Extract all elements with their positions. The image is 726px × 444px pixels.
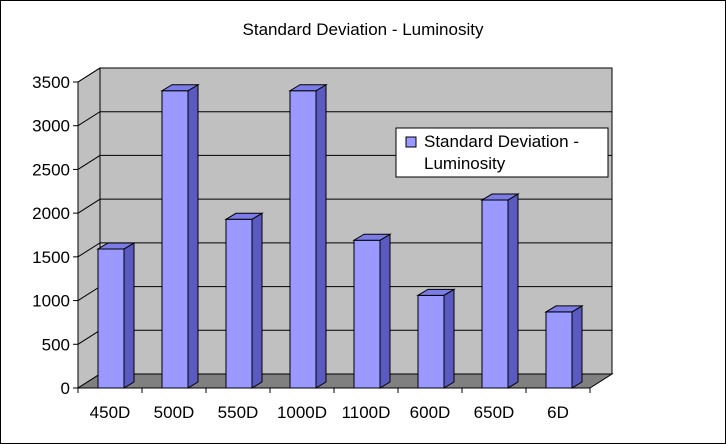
bar [416,288,456,389]
legend-swatch [405,136,417,148]
bar-side [315,83,327,389]
bar-side [507,193,519,389]
y-tick-label: 500 [42,335,70,354]
bar-top [416,288,456,296]
y-tick-label: 3000 [32,117,70,136]
y-tick-label: 1000 [32,292,70,311]
x-tick-label: 550D [218,403,259,422]
legend-box [395,127,609,178]
bar [96,242,136,389]
gridline [77,111,612,127]
bar [160,83,200,389]
bar-top [288,84,328,92]
legend-label: Standard Deviation -Luminosity [424,132,579,173]
x-tick-label: 650D [474,403,515,422]
x-tick-labels: 450D 500D 550D 1000D 1100D 600D 650D 6D [77,388,591,422]
bar-front [417,294,445,389]
y-tick-label: 2500 [32,160,70,179]
bars [96,83,584,389]
bar-top [160,84,200,92]
bar-front [545,311,573,389]
gridline [77,67,612,83]
bar-top [352,233,392,241]
y-tick-label: 3500 [32,73,70,92]
x-tick-label: 450D [90,403,131,422]
bar-front [161,90,189,389]
bar-top [544,305,584,313]
bar [352,233,392,389]
x-tick-label: 500D [154,403,195,422]
bar-side [443,288,455,389]
bar-front [353,239,381,389]
bar-side [187,83,199,389]
bar-top [480,193,520,201]
bar-front [289,90,317,389]
chart-walls [76,67,614,389]
gridline [77,198,612,214]
y-tick-label: 2000 [32,204,70,223]
bar-top [96,242,136,250]
bar [544,305,584,389]
bar-front [97,248,125,389]
x-tick-label: 600D [410,403,451,422]
x-tick-label: 6D [547,403,569,422]
legend: Standard Deviation -Luminosity [395,127,609,178]
gridline [77,242,612,258]
y-tick-labels: 0 500 1000 1500 2000 2500 3000 3500 [32,73,78,398]
bar [480,193,520,389]
bar-side [123,242,135,389]
bar [288,83,328,389]
bar-front [225,218,253,389]
bar-side [571,305,583,389]
y-tick-label: 1500 [32,248,70,267]
x-tick-label: 1100D [342,403,391,422]
bar [224,212,264,389]
side-wall [77,67,101,389]
bar-side [379,233,391,389]
bar-side [251,212,263,389]
bar-front [481,199,509,389]
x-tick-label: 1000D [277,403,327,422]
y-tick-label: 0 [61,379,70,398]
bar-top [224,212,264,220]
chart-title: Standard Deviation - Luminosity [242,20,484,39]
floor [76,373,614,389]
